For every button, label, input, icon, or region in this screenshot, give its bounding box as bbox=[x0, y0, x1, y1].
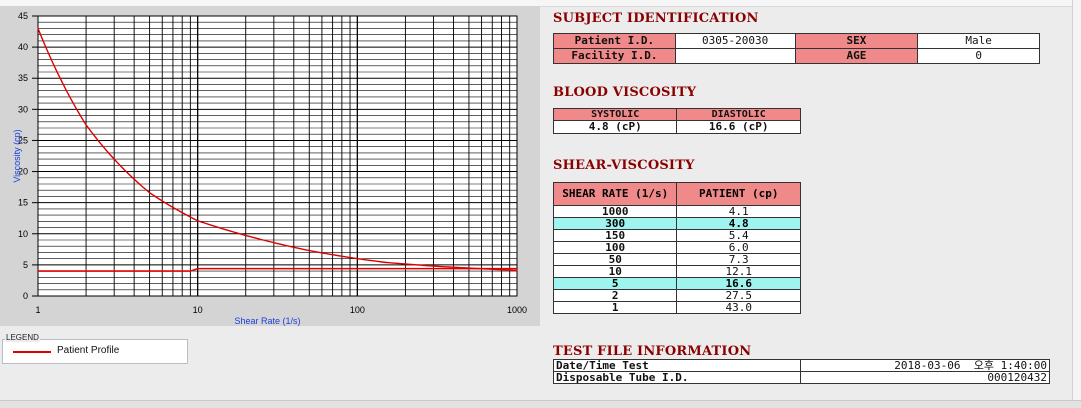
plot-area bbox=[37, 15, 518, 297]
subject-table: Patient I.D. 0305-20030 SEX Male Facilit… bbox=[553, 33, 1040, 64]
y-tick-label: 20 bbox=[18, 167, 28, 177]
table-row: 50 7.3 bbox=[552, 253, 801, 266]
facility-id-value[interactable] bbox=[674, 48, 796, 64]
right-scroll-edge[interactable] bbox=[1072, 0, 1081, 407]
table-row-highlighted: 300 4.8 bbox=[552, 217, 801, 230]
patient-cp-header: PATIENT (cp) bbox=[676, 182, 801, 206]
chart-panel: 0 5 10 15 20 25 30 35 40 45 1 10 100 1000 Shear Rate (… bbox=[0, 6, 540, 326]
table-row-highlighted: 5 16.6 bbox=[552, 277, 801, 290]
systolic-value: 4.8 (cP) bbox=[552, 120, 678, 134]
data-point bbox=[516, 269, 518, 272]
value-cell: 27.5 bbox=[676, 289, 801, 302]
rate-cell: 300 bbox=[552, 217, 678, 230]
shear-title: SHEAR-VISCOSITY bbox=[553, 158, 695, 173]
blood-table: SYSTOLIC DIASTOLIC 4.8 (cP) 16.6 (cP) bbox=[552, 108, 801, 134]
table-row: 1 43.0 bbox=[552, 301, 801, 314]
datetime-label: Date/Time Test bbox=[552, 359, 802, 372]
legend-title: LEGEND bbox=[5, 333, 40, 342]
value-cell: 12.1 bbox=[676, 265, 801, 278]
value-cell: 7.3 bbox=[676, 253, 801, 266]
data-point bbox=[37, 27, 39, 30]
legend-line-patient bbox=[13, 351, 51, 353]
shear-rate-header: SHEAR RATE (1/s) bbox=[552, 182, 678, 206]
legend-label-patient: Patient Profile bbox=[57, 345, 120, 356]
y-tick-label: 30 bbox=[18, 104, 28, 114]
sex-value[interactable]: Male bbox=[917, 33, 1040, 49]
systolic-label: SYSTOLIC bbox=[552, 108, 678, 121]
value-cell: 4.1 bbox=[676, 205, 801, 218]
x-tick-label: 1000 bbox=[507, 305, 527, 315]
patient-id-label: Patient I.D. bbox=[553, 33, 676, 49]
rate-cell: 50 bbox=[552, 253, 678, 266]
data-point bbox=[308, 249, 310, 252]
y-tick-label: 25 bbox=[18, 135, 28, 145]
rate-cell: 1000 bbox=[552, 205, 678, 218]
table-row: 100 6.0 bbox=[552, 241, 801, 254]
data-point bbox=[384, 261, 387, 263]
value-cell: 6.0 bbox=[676, 241, 801, 254]
table-row: 1000 4.1 bbox=[552, 205, 801, 218]
patient-id-value[interactable]: 0305-20030 bbox=[674, 33, 796, 49]
y-tick-label: 0 bbox=[23, 291, 28, 301]
data-point bbox=[356, 258, 358, 260]
y-tick-label: 5 bbox=[23, 260, 28, 270]
y-tick-label: 40 bbox=[18, 42, 28, 52]
value-cell: 16.6 bbox=[676, 277, 801, 290]
x-tick-label: 100 bbox=[350, 305, 365, 315]
testfile-table: Date/Time Test 2018-03-06 오후 1:40:00 Dis… bbox=[552, 359, 1050, 384]
tube-id-label: Disposable Tube I.D. bbox=[552, 371, 802, 384]
blood-title: BLOOD VISCOSITY bbox=[553, 85, 697, 100]
rate-cell: 5 bbox=[552, 277, 678, 290]
data-point bbox=[432, 265, 435, 267]
y-tick-label: 35 bbox=[18, 73, 28, 83]
diastolic-value: 16.6 (cP) bbox=[676, 120, 801, 134]
viscosity-chart: 0 5 10 15 20 25 30 35 40 45 1 10 100 1000 Shear Rate (… bbox=[12, 11, 527, 326]
data-point bbox=[197, 220, 199, 222]
testfile-title: TEST FILE INFORMATION bbox=[553, 344, 752, 359]
y-axis-label: Viscosity (cp) bbox=[12, 129, 22, 182]
rate-cell: 2 bbox=[552, 289, 678, 302]
top-strip bbox=[0, 0, 1081, 7]
shear-table: SHEAR RATE (1/s) PATIENT (cp) 1000 4.1 3… bbox=[552, 182, 801, 314]
age-label: AGE bbox=[794, 48, 919, 64]
age-value[interactable]: 0 bbox=[917, 48, 1040, 64]
datetime-value: 2018-03-06 오후 1:40:00 bbox=[800, 359, 1050, 372]
subject-title: SUBJECT IDENTIFICATION bbox=[553, 11, 759, 26]
table-row: 10 12.1 bbox=[552, 265, 801, 278]
status-bar bbox=[0, 400, 1081, 408]
rate-cell: 1 bbox=[552, 301, 678, 314]
value-cell: 43.0 bbox=[676, 301, 801, 314]
value-cell: 4.8 bbox=[676, 217, 801, 230]
x-tick-label: 1 bbox=[35, 305, 40, 315]
sex-label: SEX bbox=[794, 33, 919, 49]
table-row: 150 5.4 bbox=[552, 229, 801, 242]
rate-cell: 100 bbox=[552, 241, 678, 254]
rate-cell: 10 bbox=[552, 265, 678, 278]
tube-id-value: 000120432 bbox=[800, 371, 1050, 384]
y-tick-label: 10 bbox=[18, 229, 28, 239]
value-cell: 5.4 bbox=[676, 229, 801, 242]
rate-cell: 150 bbox=[552, 229, 678, 242]
table-row: 2 27.5 bbox=[552, 289, 801, 302]
facility-id-label: Facility I.D. bbox=[553, 48, 676, 64]
diastolic-label: DIASTOLIC bbox=[676, 108, 801, 121]
legend-box: Patient Profile bbox=[2, 339, 188, 364]
x-axis-label: Shear Rate (1/s) bbox=[234, 316, 300, 326]
data-point bbox=[149, 192, 151, 194]
patient-profile-curve bbox=[37, 28, 518, 272]
x-tick-label: 10 bbox=[193, 305, 203, 315]
reference-line bbox=[38, 267, 517, 272]
y-tick-label: 15 bbox=[18, 198, 28, 208]
data-point bbox=[85, 124, 87, 126]
y-tick-label: 45 bbox=[18, 11, 28, 21]
